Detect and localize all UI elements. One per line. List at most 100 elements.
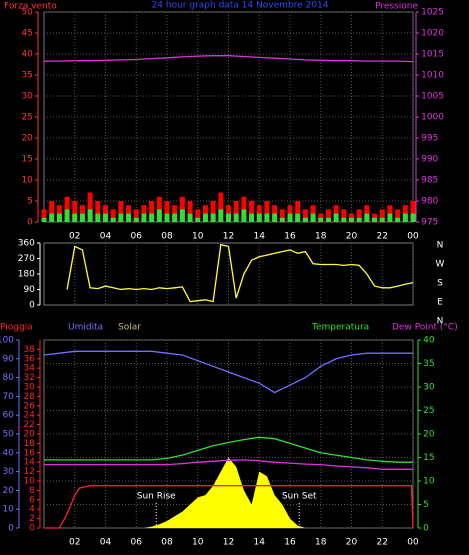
x-tick-label: 10 (192, 232, 204, 242)
wind-bar (264, 213, 270, 222)
x-tick-label: 16 (284, 538, 296, 548)
y-tick-label: 70 (2, 392, 14, 402)
wind-bar (302, 209, 308, 222)
y-tick-label: 15 (423, 453, 434, 463)
y-tick-label: 38 (23, 345, 35, 355)
y-tick-label: 22 (23, 420, 34, 430)
y-tick-label: 360 (18, 239, 35, 249)
y-tick-label: 10 (2, 505, 14, 515)
wind-bar (210, 201, 216, 222)
series-line (44, 485, 414, 529)
x-tick-label: 04 (100, 538, 112, 548)
wind-bar (64, 209, 70, 222)
wind-bar (149, 201, 155, 222)
wind-bar (387, 213, 393, 222)
y-tick-label: 10 (423, 477, 435, 487)
wind-bar (410, 213, 416, 222)
wind-bar (218, 209, 224, 222)
y-tick-label: 15 (21, 155, 32, 165)
wind-bar (110, 209, 116, 222)
wind-bar (126, 213, 132, 222)
y-tick-label: 2 (29, 514, 35, 524)
chart-title: 24 hour graph data 14 Novembre 2014 (152, 1, 329, 11)
y-tick-label: 30 (2, 467, 14, 477)
x-tick-label: 00 (407, 538, 419, 548)
wind-bar (149, 213, 155, 222)
wind-bar (72, 213, 78, 222)
y-tick-label: 1000 (421, 113, 444, 123)
x-tick-label: 00 (407, 232, 419, 242)
y-tick-label: 975 (421, 218, 438, 228)
wind-bar (379, 217, 385, 222)
wind-bar (302, 217, 308, 222)
direction-label: W (436, 260, 445, 270)
y-tick-label: 90 (23, 285, 35, 295)
x-tick-label: 14 (254, 232, 266, 242)
wind-bar (133, 209, 139, 222)
annotation-label: Sun Rise (137, 492, 176, 502)
wind-bar (195, 209, 201, 222)
wind-bar (172, 213, 178, 222)
wind-bar (272, 213, 278, 222)
series-line (44, 459, 413, 470)
x-tick-label: 12 (223, 538, 234, 548)
y-tick-label: 34 (23, 364, 35, 374)
wind-bar (202, 213, 208, 222)
y-tick-label: 60 (2, 411, 14, 421)
wind-bar (187, 201, 193, 222)
y-tick-label: 14 (23, 458, 35, 468)
wind-bar (87, 192, 93, 222)
y-tick-label: 0 (27, 218, 33, 228)
wind-bar (356, 209, 362, 222)
wind-bar (310, 213, 316, 222)
y-tick-label: 18 (23, 439, 35, 449)
y-tick-label: 16 (23, 448, 35, 458)
wind-bar (402, 213, 408, 222)
wind-bar (210, 213, 216, 222)
series-name: Temperatura (311, 323, 369, 333)
y-tick-label: 995 (421, 134, 438, 144)
y-tick-label: 35 (423, 359, 434, 369)
series-line (66, 243, 414, 303)
annotation-label: Sun Set (282, 492, 317, 502)
series-line (43, 350, 413, 394)
wind-bar (218, 192, 224, 222)
x-tick-label: 18 (315, 232, 327, 242)
wind-bar (318, 217, 324, 222)
y-tick-label: 20 (2, 486, 14, 496)
y-tick-label: 40 (2, 448, 14, 458)
x-tick-label: 06 (131, 538, 143, 548)
direction-label: N (437, 241, 444, 251)
y-tick-label: 30 (21, 92, 33, 102)
x-tick-label: 20 (346, 232, 358, 242)
x-tick-label: 08 (161, 538, 173, 548)
wind-bar (325, 217, 331, 222)
wind-bar (49, 201, 55, 222)
wind-bar (410, 201, 416, 222)
y-tick-label: 0 (29, 524, 35, 534)
wind-bar (156, 209, 162, 222)
y-tick-label: 20 (21, 134, 33, 144)
x-tick-label: 18 (315, 538, 327, 548)
wind-bar (233, 213, 239, 222)
x-tick-label: 08 (161, 232, 173, 242)
series-name: Dew Point (°C) (392, 323, 458, 333)
y-tick-label: 35 (21, 71, 32, 81)
wind-bar (41, 217, 47, 222)
y-tick-label: 10 (23, 477, 35, 487)
y-tick-label: 1010 (421, 71, 444, 81)
y-tick-label: 100 (0, 336, 14, 346)
y-tick-label: 50 (21, 8, 33, 18)
y-tick-label: 25 (21, 113, 32, 123)
x-tick-label: 04 (100, 232, 112, 242)
y-tick-label: 8 (29, 486, 35, 496)
wind-bar (341, 209, 347, 222)
x-tick-label: 06 (131, 232, 143, 242)
wind-bar (195, 217, 201, 222)
y-tick-label: 90 (2, 354, 14, 364)
y-tick-label: 1025 (421, 8, 444, 18)
series-name: Umidita (68, 323, 103, 333)
wind-bar (349, 217, 354, 222)
y-tick-label: 1015 (421, 50, 444, 60)
x-tick-label: 10 (192, 538, 204, 548)
